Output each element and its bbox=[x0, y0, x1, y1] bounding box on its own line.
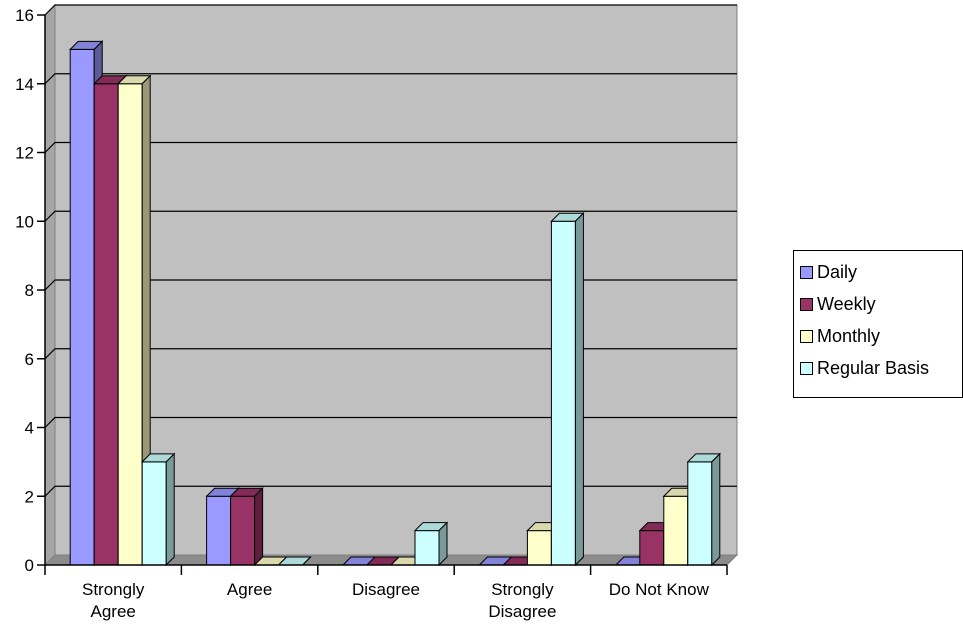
y-tick-label: 8 bbox=[25, 281, 34, 300]
legend-item-monthly: Monthly bbox=[800, 320, 962, 352]
x-tick-label: Agree bbox=[227, 580, 272, 599]
bar-regular-basis-4 bbox=[686, 452, 722, 567]
axes bbox=[37, 14, 728, 575]
y-tick-label: 4 bbox=[25, 419, 34, 438]
legend-label-daily: Daily bbox=[817, 261, 858, 282]
legend-swatch-monthly bbox=[800, 329, 813, 343]
gridline bbox=[44, 348, 737, 360]
legend-item-weekly: Weekly bbox=[800, 288, 962, 320]
legend-item-regular-basis: Regular Basis bbox=[800, 352, 962, 384]
gridlines bbox=[44, 4, 737, 497]
y-tick-label: 12 bbox=[15, 144, 34, 163]
y-tick-label: 10 bbox=[15, 212, 34, 231]
y-tick-label: 14 bbox=[15, 75, 34, 94]
x-tick-labels: Strongly Agree Agree Disagree Strongly Disagr… bbox=[82, 580, 710, 621]
gridline bbox=[44, 416, 737, 428]
legend-swatch-weekly bbox=[800, 297, 813, 311]
bar-regular-basis-3 bbox=[550, 212, 585, 567]
gridline bbox=[44, 73, 737, 85]
legend-label-regular-basis: Regular Basis bbox=[817, 357, 930, 378]
y-tick-label: 2 bbox=[25, 487, 34, 506]
x-tick-label: Disagree bbox=[352, 580, 420, 599]
legend: Daily Weekly Monthly Regular Basis bbox=[793, 250, 963, 398]
y-tick-label: 0 bbox=[25, 556, 34, 575]
legend-item-daily: Daily bbox=[800, 256, 962, 288]
bar-weekly-1 bbox=[229, 487, 264, 567]
x-tick-label: Do Not Know bbox=[609, 580, 710, 599]
gridline bbox=[44, 485, 737, 497]
bar-regular-basis-2 bbox=[413, 521, 449, 567]
gridline bbox=[44, 141, 737, 153]
x-tick-label: Strongly Agree bbox=[82, 580, 145, 621]
gridline bbox=[44, 279, 737, 291]
y-tick-label: 6 bbox=[25, 350, 34, 369]
legend-label-weekly: Weekly bbox=[817, 293, 876, 314]
bars bbox=[68, 40, 722, 567]
gridline bbox=[44, 4, 737, 16]
x-tick-label: Strongly Disagree bbox=[488, 580, 556, 621]
legend-label-monthly: Monthly bbox=[817, 325, 881, 346]
bar-monthly-0 bbox=[116, 74, 152, 567]
legend-swatch-daily bbox=[800, 265, 813, 279]
y-tick-label: 16 bbox=[15, 6, 34, 25]
bar-regular-basis-0 bbox=[140, 452, 176, 567]
gridline bbox=[44, 210, 737, 222]
legend-swatch-regular-basis bbox=[800, 361, 813, 375]
y-tick-labels: 0 2 4 6 8 10 12 14 16 bbox=[15, 6, 34, 575]
